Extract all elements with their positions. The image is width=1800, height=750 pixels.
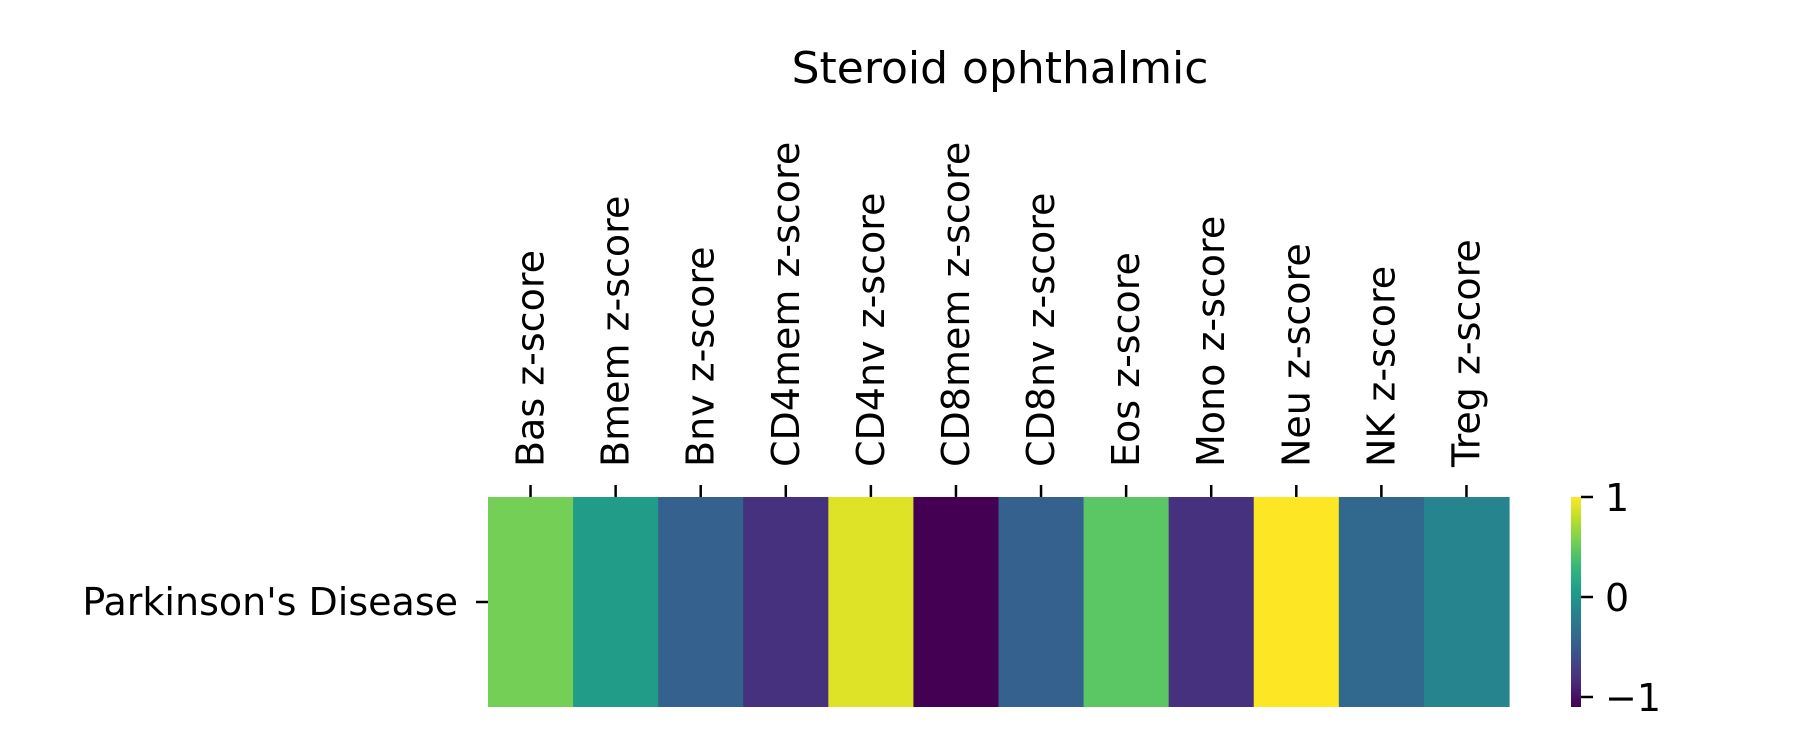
colorbar-gradient (1571, 497, 1581, 707)
column-tick-label: Mono z-score (1189, 216, 1233, 467)
column-ticks: Bas z-score Bmem z-score Bnv z-score CD4mem… (509, 142, 1488, 497)
chart-title: Steroid ophthalmic (792, 43, 1209, 94)
colorbar: −1 0 1 (1571, 476, 1661, 720)
column-tick-label: Eos z-score (1104, 252, 1148, 467)
heatmap-cell (1338, 497, 1425, 707)
heatmap-cell (828, 497, 915, 707)
colorbar-tick-label: 0 (1605, 576, 1629, 620)
heatmap-cell (658, 497, 744, 707)
heatmap-cell (1253, 497, 1340, 707)
column-tick-label: Bas z-score (509, 250, 553, 467)
column-tick-label: CD4nv z-score (849, 193, 893, 467)
heatmap-cell (743, 497, 829, 707)
column-tick-label: NK z-score (1359, 266, 1403, 467)
heatmap-cell (998, 497, 1085, 707)
heatmap-cell (913, 497, 1000, 707)
heatmap-cell (1423, 497, 1510, 707)
heatmap-cell (573, 497, 659, 707)
column-tick-label: CD4mem z-score (764, 142, 808, 467)
row-ticks: Parkinson's Disease (82, 580, 488, 624)
heatmap-cell (1083, 497, 1170, 707)
column-tick-label: Bmem z-score (594, 196, 638, 467)
colorbar-tick-label: 1 (1605, 476, 1629, 520)
heatmap-cells (488, 497, 1510, 707)
heatmap-cell (488, 497, 574, 707)
heatmap-cell (1168, 497, 1255, 707)
colorbar-tick-label: −1 (1605, 676, 1661, 720)
column-tick-label: CD8mem z-score (934, 142, 978, 467)
row-tick-label: Parkinson's Disease (82, 580, 458, 624)
column-tick-label: Neu z-score (1274, 243, 1318, 467)
column-tick-label: Treg z-score (1444, 239, 1488, 468)
column-tick-label: CD8nv z-score (1019, 193, 1063, 467)
column-tick-label: Bnv z-score (679, 247, 723, 468)
